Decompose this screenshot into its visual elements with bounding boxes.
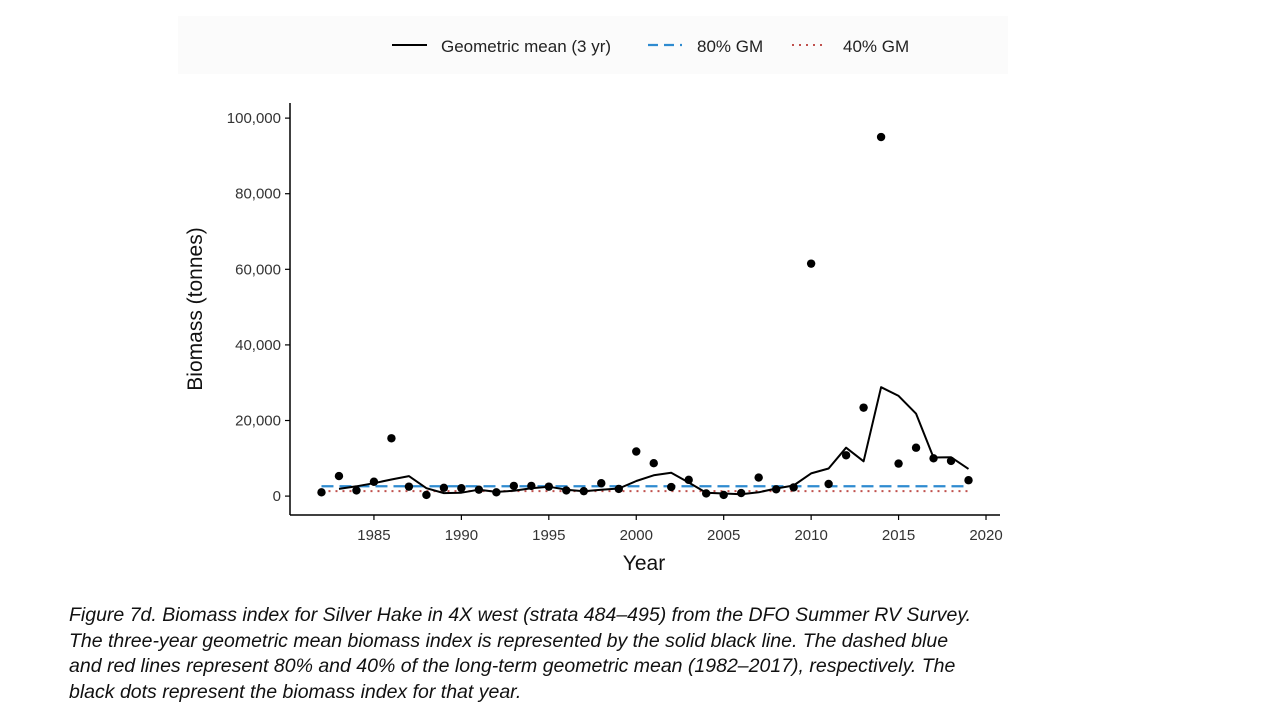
legend-label-80gm: 80% GM (697, 37, 763, 56)
legend-band (178, 16, 1008, 74)
data-point (334, 471, 344, 481)
x-tick-label: 2000 (620, 527, 653, 544)
data-point (929, 454, 938, 463)
data-point (562, 486, 571, 495)
data-point (806, 259, 816, 268)
y-tick-label: 20,000 (235, 413, 281, 430)
x-tick-label: 2020 (969, 527, 1002, 544)
data-point (894, 459, 903, 468)
data-point (736, 488, 746, 498)
legend-label-40gm: 40% GM (843, 37, 909, 56)
x-tick-label: 1985 (357, 527, 390, 544)
data-point (702, 489, 711, 498)
y-tick-label: 40,000 (235, 337, 281, 354)
data-point (946, 456, 956, 466)
data-point (404, 482, 414, 491)
data-point (684, 475, 693, 485)
figure-caption: Figure 7d. Biomass index for Silver Hake… (69, 603, 1189, 705)
data-point (632, 447, 641, 456)
data-point (964, 476, 973, 485)
x-tick-label: 1990 (445, 527, 478, 544)
data-point (859, 403, 868, 412)
data-point (352, 486, 361, 495)
data-point (369, 477, 379, 486)
y-tick-label: 60,000 (235, 261, 281, 278)
data-point (911, 443, 921, 452)
data-point (439, 483, 449, 492)
legend: Geometric mean (3 yr) 80% GM 40% GM (392, 37, 909, 56)
legend-label-geometric-mean: Geometric mean (3 yr) (441, 37, 611, 56)
series-line-geometric-mean (338, 386, 970, 496)
data-point (457, 483, 466, 493)
data-point (789, 483, 798, 492)
caption-line: and red lines represent 80% and 40% of t… (69, 655, 956, 677)
data-point (719, 490, 728, 500)
data-point (527, 481, 536, 491)
x-tick-label: 2005 (707, 527, 740, 544)
caption-line: The three-year geometric mean biomass in… (69, 629, 949, 652)
caption-line: black dots represent the biomass index f… (69, 680, 522, 703)
y-tick-label: 100,000 (227, 110, 281, 127)
x-axis-title: Year (623, 552, 665, 575)
data-point (614, 484, 623, 494)
data-point (771, 485, 781, 494)
data-point (824, 479, 833, 489)
data-point (509, 481, 519, 491)
data-point (667, 482, 676, 492)
data-point (317, 488, 326, 497)
x-tick-label: 2010 (794, 527, 827, 544)
y-ticks: 0 20,000 40,000 60,000 80,000 100,000 (227, 110, 290, 505)
x-tick-label: 2015 (882, 527, 915, 544)
data-point (649, 459, 658, 468)
caption-line: Figure 7d. Biomass index for Silver Hake… (69, 604, 972, 626)
data-point (422, 490, 431, 500)
data-point (841, 451, 851, 460)
data-point (474, 485, 484, 494)
data-point (597, 479, 606, 488)
x-ticks: 1985 1990 1995 2000 2005 2010 2015 2020 (357, 515, 1003, 544)
data-point (579, 486, 588, 496)
x-tick-label: 1995 (532, 527, 565, 544)
y-axis-title: Biomass (tonnes) (184, 227, 207, 390)
plot-area (317, 132, 973, 500)
data-point (492, 488, 501, 497)
data-point (387, 434, 396, 443)
y-tick-label: 0 (273, 488, 281, 505)
data-point (544, 482, 554, 491)
chart: Geometric mean (3 yr) 80% GM 40% GM 0 20,… (178, 16, 1008, 575)
data-point (876, 132, 886, 142)
y-tick-label: 80,000 (235, 186, 281, 203)
data-point (754, 473, 763, 482)
